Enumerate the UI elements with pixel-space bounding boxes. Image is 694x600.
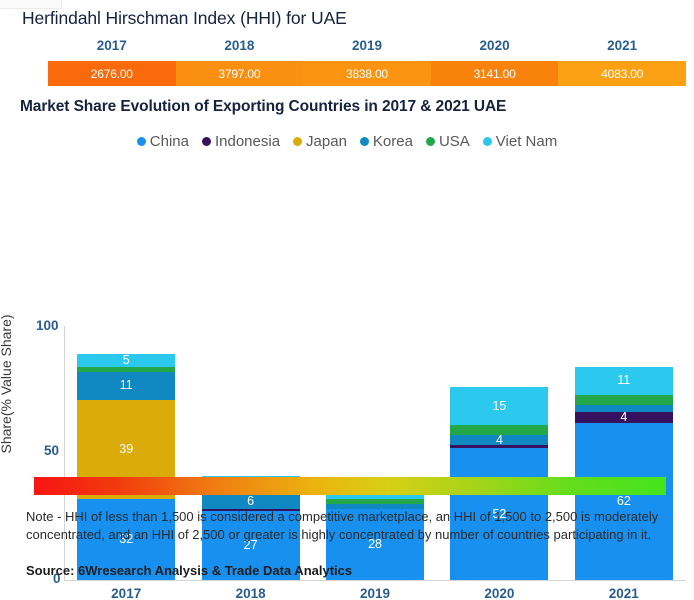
bar-segment-value: 4 — [620, 412, 628, 423]
chart-title: Market Share Evolution of Exporting Coun… — [20, 98, 507, 115]
hhi-value-2020: 3141.00 — [430, 61, 559, 86]
bar-segment-korea-2017[interactable]: 11 — [77, 371, 176, 400]
bar-segment-value: 52 — [492, 506, 507, 521]
bar-segment-usa-2019[interactable] — [326, 498, 425, 504]
legend-dot-icon — [359, 137, 369, 146]
bar-segment-korea-2018[interactable]: 6 — [201, 493, 300, 509]
bar-segment-value: 28 — [368, 537, 382, 552]
bar-segment-china-2020[interactable]: 52 — [450, 447, 549, 580]
legend-item-korea[interactable]: Korea — [359, 133, 413, 150]
hhi-year-2017: 2017 — [96, 38, 127, 53]
bar-segment-china-2021[interactable]: 62 — [574, 422, 673, 580]
bar-segment-value: 4 — [495, 435, 503, 446]
hhi-year-2020: 2020 — [479, 38, 510, 53]
bar-segment-usa-2017[interactable] — [77, 366, 176, 372]
legend-item-viet-nam[interactable]: Viet Nam — [482, 133, 558, 150]
legend-item-japan[interactable]: Japan — [293, 133, 347, 150]
stacked-bar-2017[interactable]: 32 39 11 5 — [77, 353, 176, 580]
hhi-gradient-scale — [34, 477, 666, 495]
legend-dot-icon — [425, 137, 435, 146]
hhi-year-2019: 2019 — [351, 38, 382, 53]
bar-segment-indonesia-2021[interactable]: 4 — [574, 412, 673, 423]
bar-segment-indonesia-2018[interactable] — [201, 508, 300, 512]
bar-slot-2020: 52 4 15 — [437, 326, 561, 580]
hhi-value-band: 2676.00 3797.00 3838.00 3141.00 4083.00 — [48, 61, 686, 86]
bar-segment-china-2018[interactable]: 27 — [201, 511, 300, 580]
bar-segment-korea-2021[interactable] — [574, 404, 673, 413]
legend-item-china[interactable]: China — [136, 133, 189, 150]
hhi-value-2019: 3838.00 — [303, 61, 431, 86]
bar-segment-china-2017[interactable]: 32 — [77, 498, 176, 580]
bar-segment-korea-2020[interactable]: 4 — [450, 435, 549, 446]
bar-segment-value: 15 — [492, 398, 507, 413]
legend-label: Korea — [372, 133, 413, 150]
legend-dot-icon — [293, 137, 303, 146]
legend-item-indonesia[interactable]: Indonesia — [201, 133, 281, 150]
hhi-value-2021: 4083.00 — [558, 61, 686, 86]
footer-source: Source: 6Wresearch Analysis & Trade Data… — [26, 563, 353, 578]
hhi-year-2021: 2021 — [607, 38, 638, 53]
chart-legend: China Indonesia Japan Korea USA Viet Nam — [0, 133, 694, 150]
bar-segment-value: 27 — [243, 538, 258, 553]
footer-note: Note - HHI of less than 1,500 is conside… — [26, 509, 659, 542]
x-tick-2017: 2017 — [111, 586, 142, 600]
legend-dot-icon — [136, 137, 146, 146]
x-tick-2020: 2020 — [484, 586, 515, 600]
bar-segment-viet-nam-2021[interactable]: 11 — [574, 366, 673, 395]
bar-segment-usa-2020[interactable] — [450, 425, 549, 436]
hhi-value-2017: 2676.00 — [48, 61, 176, 86]
bar-segment-value: 6 — [247, 494, 255, 509]
x-tick-2021: 2021 — [608, 586, 639, 600]
bar-segment-korea-2019[interactable] — [326, 503, 425, 509]
bar-segment-usa-2021[interactable] — [574, 394, 673, 405]
hhi-title: Herfindahl Hirschman Index (HHI) for UAE — [22, 8, 347, 28]
legend-label: Japan — [306, 133, 347, 150]
legend-label: USA — [438, 133, 470, 150]
legend-label: China — [149, 133, 189, 150]
hhi-value-2018: 3797.00 — [175, 61, 304, 86]
legend-dot-icon — [201, 137, 211, 146]
corner-artifact — [0, 0, 62, 9]
hhi-year-header: 2017 2018 2019 2020 2021 — [48, 38, 686, 58]
x-axis-line — [64, 580, 686, 581]
legend-label: Viet Nam — [495, 133, 558, 150]
legend-dot-icon — [482, 137, 492, 146]
bar-segment-viet-nam-2017[interactable]: 5 — [77, 353, 176, 367]
legend-item-usa[interactable]: USA — [425, 133, 470, 150]
bar-segment-value: 5 — [122, 353, 130, 367]
stacked-bar-2020[interactable]: 52 4 15 — [450, 387, 549, 580]
bar-segment-value: 32 — [119, 532, 134, 547]
y-axis-label: Share(% Value Share) — [0, 314, 14, 454]
bar-segment-viet-nam-2020[interactable]: 15 — [450, 387, 549, 426]
hhi-year-2018: 2018 — [224, 38, 255, 53]
bar-slot-2021: 62 4 11 — [562, 326, 686, 580]
bar-segment-value: 39 — [119, 441, 134, 456]
bar-segment-value: 11 — [119, 378, 133, 393]
x-tick-2019: 2019 — [359, 586, 391, 600]
bar-segment-value: 11 — [617, 373, 631, 388]
y-axis-line — [64, 326, 65, 580]
x-tick-2018: 2018 — [235, 586, 266, 600]
stacked-bar-2021[interactable]: 62 4 11 — [574, 366, 673, 580]
bar-segment-indonesia-2020[interactable] — [450, 445, 549, 448]
bar-segment-china-2019[interactable]: 28 — [326, 508, 425, 580]
plot-area: Share(% Value Share) 100 50 0 32 39 11 5 27 6… — [0, 158, 694, 600]
legend-label: Indonesia — [214, 133, 281, 150]
bar-segment-value: 62 — [616, 494, 631, 509]
